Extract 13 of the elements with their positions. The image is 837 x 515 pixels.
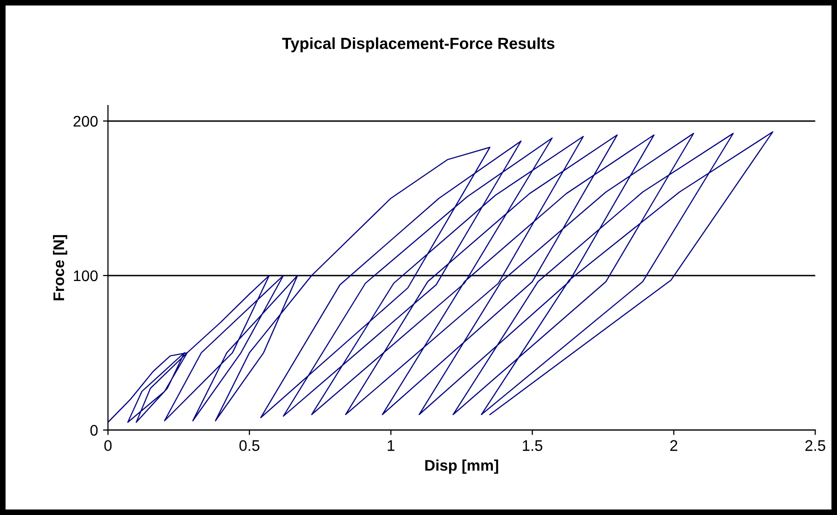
y-tick-label: 200 bbox=[74, 116, 98, 127]
x-tick-label: 2.5 bbox=[805, 440, 826, 451]
y-tick-label: 100 bbox=[74, 270, 98, 282]
x-tick-label: 0.5 bbox=[239, 440, 260, 451]
x-tick-label: 2 bbox=[670, 440, 678, 451]
x-tick-label: 0 bbox=[104, 440, 112, 451]
x-tick-label: 1 bbox=[388, 440, 394, 451]
y-tick-label: 0 bbox=[90, 424, 98, 436]
line-series bbox=[108, 131, 774, 423]
x-tick-label: 1.5 bbox=[522, 440, 542, 451]
y-axis-title: Froce [N] bbox=[52, 235, 68, 300]
chart-title: Typical Displacement-Force Results bbox=[282, 37, 554, 52]
x-axis-title: Disp [mm] bbox=[425, 460, 498, 474]
